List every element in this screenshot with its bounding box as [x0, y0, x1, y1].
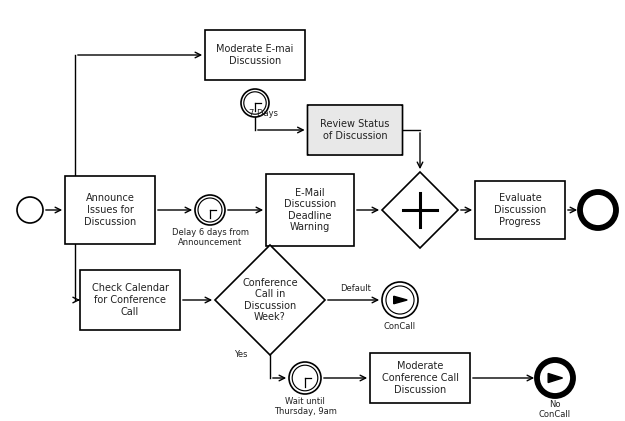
Text: Review Status
of Discussion: Review Status of Discussion — [321, 119, 390, 141]
FancyBboxPatch shape — [65, 176, 155, 244]
Circle shape — [17, 197, 43, 223]
Polygon shape — [215, 245, 325, 355]
FancyBboxPatch shape — [370, 353, 470, 403]
Text: No
ConCall: No ConCall — [539, 400, 571, 419]
Polygon shape — [382, 172, 458, 248]
FancyBboxPatch shape — [475, 181, 565, 239]
Polygon shape — [548, 373, 562, 383]
Text: Moderate E-mai
Discussion: Moderate E-mai Discussion — [216, 44, 294, 66]
Text: Check Calendar
for Conference
Call: Check Calendar for Conference Call — [91, 283, 169, 317]
Text: Yes: Yes — [234, 350, 248, 359]
Text: Conference
Call in
Discussion
Week?: Conference Call in Discussion Week? — [242, 277, 298, 322]
FancyBboxPatch shape — [205, 30, 305, 80]
Circle shape — [195, 195, 225, 225]
Circle shape — [289, 362, 321, 394]
Circle shape — [386, 286, 414, 314]
FancyBboxPatch shape — [308, 105, 402, 155]
Circle shape — [244, 92, 266, 114]
Circle shape — [580, 192, 616, 228]
Text: Delay 6 days from
Announcement: Delay 6 days from Announcement — [171, 228, 249, 248]
Text: Wait until
Thursday, 9am: Wait until Thursday, 9am — [274, 397, 336, 416]
Text: Default: Default — [340, 284, 371, 293]
Text: 7 Days: 7 Days — [249, 109, 278, 118]
Text: Moderate
Conference Call
Discussion: Moderate Conference Call Discussion — [381, 361, 459, 394]
Circle shape — [198, 198, 222, 222]
Circle shape — [241, 89, 269, 117]
FancyBboxPatch shape — [80, 270, 180, 330]
Text: E-Mail
Discussion
Deadline
Warning: E-Mail Discussion Deadline Warning — [284, 188, 336, 232]
Polygon shape — [394, 296, 408, 304]
Text: ConCall: ConCall — [384, 322, 416, 331]
Circle shape — [292, 365, 318, 391]
Text: Announce
Issues for
Discussion: Announce Issues for Discussion — [84, 193, 136, 226]
Circle shape — [382, 282, 418, 318]
Circle shape — [537, 360, 573, 396]
FancyBboxPatch shape — [266, 174, 354, 246]
Text: Evaluate
Discussion
Progress: Evaluate Discussion Progress — [494, 193, 546, 226]
